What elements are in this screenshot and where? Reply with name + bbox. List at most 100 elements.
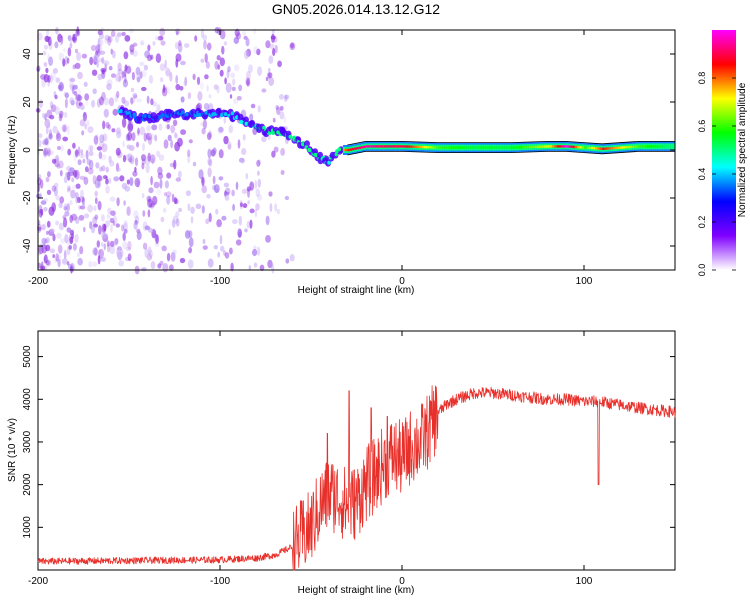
heatmap-noise-cell: [57, 258, 61, 268]
heatmap-ridge-peak: [440, 146, 443, 149]
heatmap-noise-cell: [279, 111, 285, 120]
heatmap-ridge-peak: [627, 145, 631, 149]
heatmap-ridge-peak: [517, 146, 520, 149]
heatmap-ridge-blob-core: [308, 148, 312, 153]
heatmap-noise-cell: [256, 48, 261, 56]
heatmap-noise-cell: [91, 69, 98, 76]
heatmap-noise-cell: [97, 58, 103, 63]
heatmap-noise-cell: [123, 228, 128, 234]
heatmap-noise-cell: [164, 180, 169, 189]
heatmap-ridge-peak: [574, 145, 578, 149]
heatmap-noise-cell: [124, 100, 130, 107]
heatmap-noise-cell: [105, 185, 110, 194]
heatmap-ridge-peak: [554, 145, 557, 148]
heatmap-noise-cell: [43, 62, 48, 67]
heatmap-noise-cell: [272, 48, 276, 56]
heatmap-noise-cell: [95, 44, 101, 53]
heatmap-noise-cell: [77, 71, 83, 80]
heatmap-noise-cell: [88, 151, 94, 157]
heatmap-noise-cell: [244, 228, 248, 233]
heatmap-noise-cell: [157, 263, 162, 269]
heatmap-noise-cell: [67, 185, 71, 191]
heatmap-noise-cell: [159, 260, 164, 266]
heatmap-ridge-peak: [664, 145, 667, 148]
heatmap-ridge-outline-top: [347, 140, 675, 146]
heatmap-noise-cell: [175, 75, 179, 84]
heatmap-noise-cell: [152, 41, 156, 46]
heatmap-noise-cell: [188, 230, 193, 239]
heatmap-ridge-peak: [500, 146, 503, 149]
heatmap-noise-cell: [218, 126, 224, 133]
heatmap-noise-cell: [144, 225, 150, 231]
heatmap-ridge-peak: [470, 146, 473, 149]
heatmap-noise-cell: [77, 196, 81, 204]
heatmap-noise-cell: [95, 162, 100, 169]
heatmap-ridge-peak: [345, 148, 348, 152]
heatmap-noise-cell: [52, 68, 59, 74]
heatmap-noise-cell: [271, 150, 276, 158]
heatmap-noise-cell: [105, 220, 110, 228]
heatmap-noise-cell: [48, 56, 53, 66]
heatmap-noise-cell: [50, 104, 57, 113]
heatmap-noise-cell: [183, 80, 186, 87]
heatmap-noise-cell: [82, 201, 85, 210]
heatmap-noise-cell: [241, 148, 247, 155]
heatmap-ridge-peak: [472, 146, 476, 149]
heatmap-noise-cell: [59, 170, 63, 177]
heatmap-noise-cell: [52, 125, 58, 134]
heatmap-noise-cell: [69, 200, 73, 206]
heatmap-noise-cell: [51, 202, 56, 213]
heatmap-noise-cell: [141, 86, 147, 92]
heatmap-noise-cell: [89, 145, 94, 152]
heatmap-noise-cell: [110, 224, 113, 233]
snr-series-line: [37, 385, 676, 571]
heatmap-noise-cell: [242, 134, 246, 141]
heatmap-noise-cell: [97, 200, 102, 211]
heatmap-noise-cell: [137, 127, 140, 135]
heatmap-noise-cell: [97, 255, 101, 265]
heatmap-noise-cell: [47, 148, 51, 157]
heatmap-noise-cell: [217, 64, 221, 70]
heatmap-noise-cell: [284, 94, 290, 100]
heatmap-ridge-peak: [414, 145, 418, 148]
heatmap-noise-cell: [121, 96, 126, 104]
heatmap-noise-cell: [78, 214, 85, 221]
heatmap-ridge-peak: [479, 146, 482, 149]
heatmap-noise-cell: [242, 203, 248, 209]
heatmap-noise-cell: [54, 258, 58, 263]
heatmap-noise-cell: [127, 123, 134, 132]
heatmap-noise-cell: [45, 259, 52, 267]
heatmap-noise-cell: [45, 147, 51, 152]
heatmap-noise-cell: [224, 191, 230, 196]
heatmap-noise-cell: [132, 50, 138, 57]
heatmap-noise-cell: [43, 207, 48, 212]
heatmap-ridge-peak: [374, 145, 378, 148]
heatmap-noise-cell: [54, 106, 60, 115]
heatmap-noise-cell: [228, 125, 233, 134]
heatmap-noise-cell: [149, 133, 155, 140]
heatmap-ridge-peak: [617, 146, 620, 149]
heatmap-ridge-peak: [545, 145, 548, 148]
heatmap-noise-cell: [93, 223, 98, 228]
heatmap-noise-cell: [109, 196, 116, 202]
heatmap-noise-cell: [116, 91, 120, 99]
heatmap-noise-cell: [40, 200, 47, 205]
heatmap-noise-cell: [91, 225, 95, 234]
heatmap-noise-cell: [124, 185, 131, 192]
heatmap-ridge-peak: [417, 145, 420, 149]
heatmap-ridge-peak: [427, 146, 431, 149]
heatmap-noise-cell: [83, 176, 89, 185]
heatmap-noise-cell: [99, 50, 106, 55]
heatmap-noise-cell: [57, 146, 61, 150]
heatmap-noise-cell: [125, 246, 131, 252]
heatmap-noise-cell: [47, 171, 51, 178]
heatmap-noise-cell: [88, 144, 91, 154]
heatmap-noise-cell: [70, 100, 75, 106]
heatmap-ridge-peak: [636, 145, 639, 148]
heatmap-noise-cell: [221, 215, 227, 221]
heatmap-noise-cell: [180, 129, 187, 135]
heatmap-noise-cell: [114, 93, 119, 103]
heatmap-noise-cell: [115, 147, 121, 156]
heatmap-ridge-peak: [666, 145, 669, 148]
heatmap-noise-cell: [136, 98, 142, 103]
